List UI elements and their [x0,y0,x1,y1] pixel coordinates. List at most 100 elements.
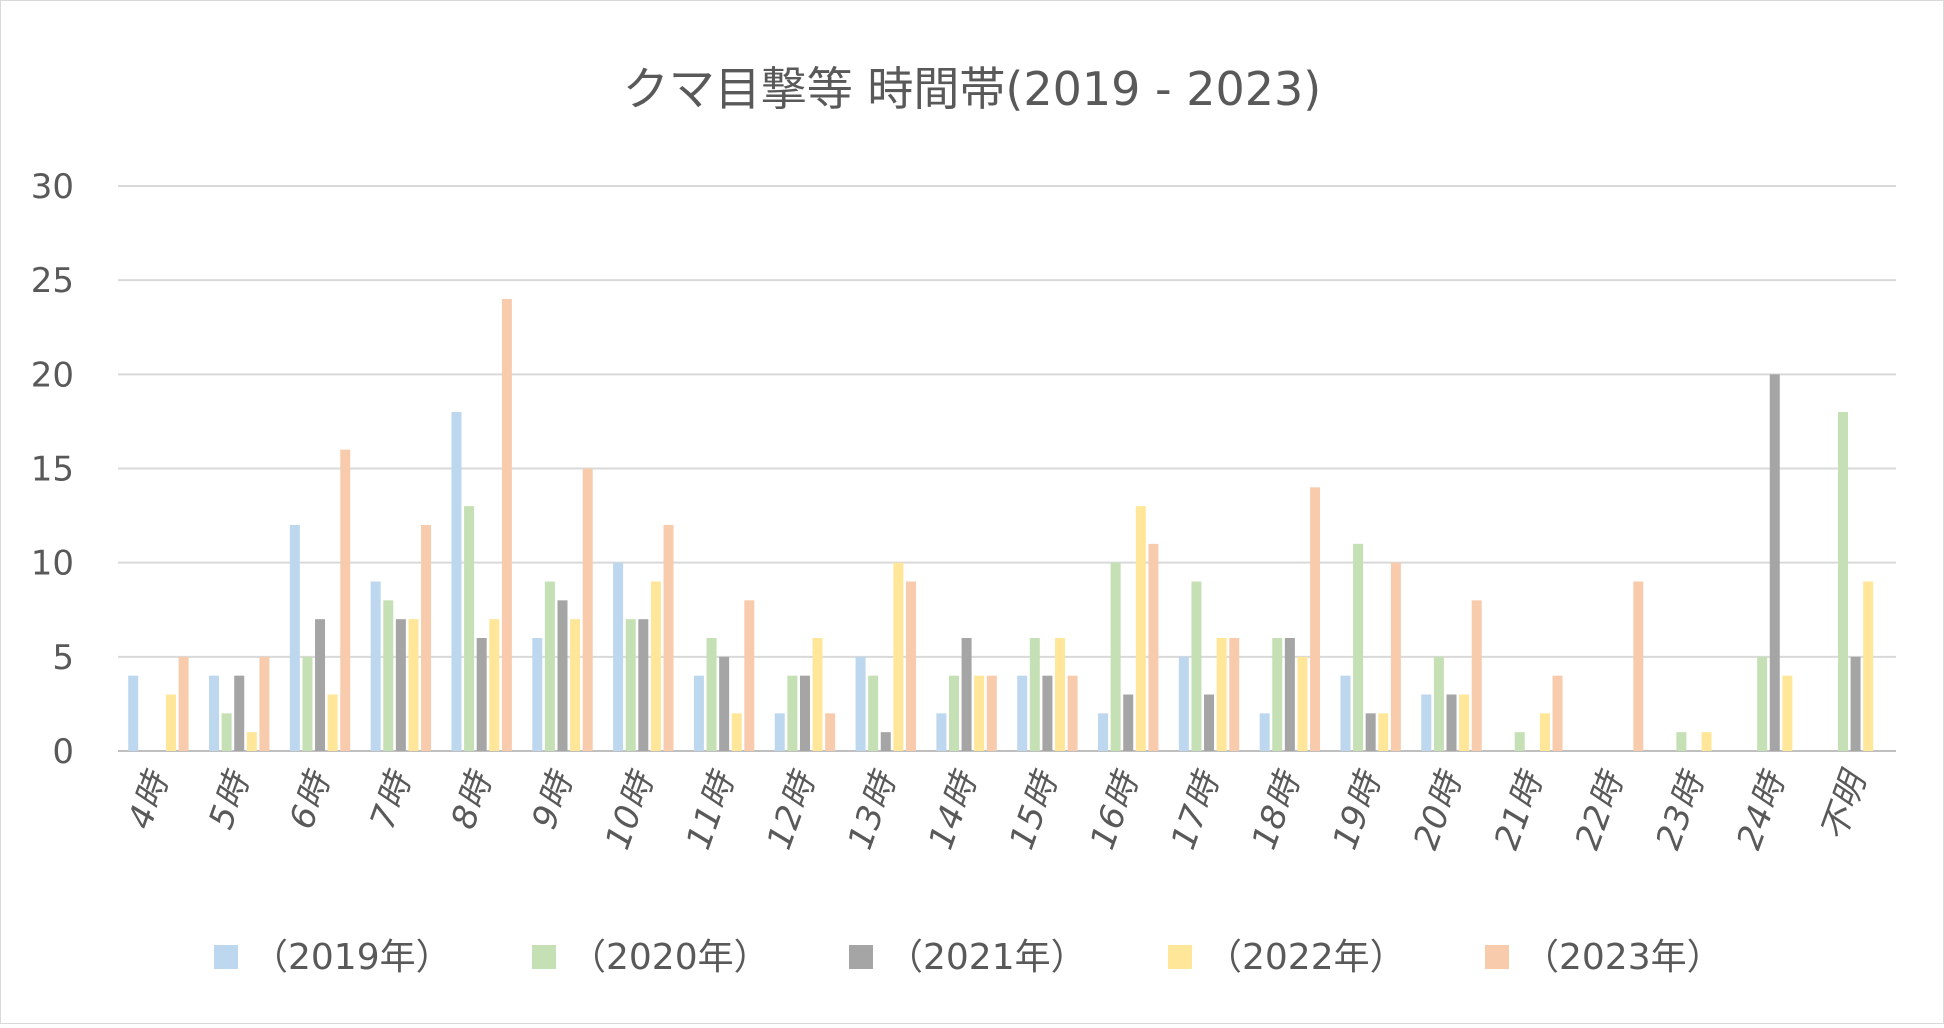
y-tick-label: 10 [31,544,74,584]
bar [128,675,139,751]
x-tick-label: 22時 [1568,765,1633,855]
bar [663,525,674,751]
x-tick-label: 12時 [759,765,824,855]
bar [613,562,624,751]
bar [1135,506,1146,751]
bar [246,732,257,751]
bar [1552,675,1563,751]
bar [825,713,836,751]
bar [774,713,785,751]
legend: （2019年） （2020年） （2021年） （2022年） （2023年） [214,937,1723,978]
bar [1204,694,1215,751]
x-tick-label: 13時 [840,765,905,855]
bar [501,299,512,751]
bar [787,675,798,751]
y-tick-label: 0 [52,732,74,772]
bar [868,675,879,751]
x-tick-label: 6時 [282,765,340,835]
bar [476,638,487,751]
bar [383,600,394,751]
x-tick-label: 21時 [1487,765,1552,855]
bar [1433,656,1444,751]
chart-title: クマ目撃等 時間帯(2019 - 2023) [623,62,1322,116]
bar [1055,638,1066,751]
bar [693,675,704,751]
bar [570,619,581,751]
bar [799,675,810,751]
bar [1459,694,1470,751]
bar [1390,562,1401,751]
bar [302,656,313,751]
bar [905,581,916,751]
bar [1353,543,1364,751]
bar [625,619,636,751]
bar [731,713,742,751]
legend-label: （2022年） [1206,937,1406,978]
x-tick-label: 15時 [1002,765,1067,855]
x-tick-label: 17時 [1163,765,1228,855]
bar [1042,675,1053,751]
x-axis: 4時 5時 6時 7時 8時 9時 10時 11時 12時 13時 14時 15時 16時 17時 18時 1… [120,764,1876,855]
bar [1539,713,1550,751]
legend-swatch [1485,945,1509,969]
x-tick-label: 9時 [524,765,582,835]
bars [128,299,1874,751]
legend-label: （2019年） [252,937,452,978]
bar [880,732,891,751]
bar [1110,562,1121,751]
bar [986,675,997,751]
bar [1365,713,1376,751]
bar [1229,638,1240,751]
bar [395,619,406,751]
bar [234,675,245,751]
bar [812,638,823,751]
bar [744,600,755,751]
x-tick-label: 11時 [679,765,744,855]
bar [178,656,189,751]
bar [451,412,462,751]
bar [893,562,904,751]
bar [421,525,432,751]
bar [948,675,959,751]
bar [166,694,177,751]
x-tick-label: 23時 [1648,765,1713,855]
bar [1863,581,1874,751]
bar [1310,487,1321,751]
y-tick-label: 20 [31,355,74,395]
x-tick-label: 24時 [1729,765,1794,855]
bar [1837,412,1848,751]
bar [1284,638,1295,751]
x-tick-label: 14時 [921,765,986,855]
bar [544,581,555,751]
bar [370,581,381,751]
bar [1123,694,1134,751]
x-tick-label: 10時 [598,765,663,855]
bar [1471,600,1482,751]
bar [582,468,593,751]
y-tick-label: 30 [31,167,74,207]
x-tick-label: 不明 [1813,764,1876,846]
bar [532,638,543,751]
bar [1633,581,1644,751]
bar [961,638,972,751]
bar [855,656,866,751]
x-tick-label: 20時 [1406,765,1471,855]
bar [327,694,338,751]
bar [340,449,351,751]
bar [706,638,717,751]
legend-swatch [214,945,238,969]
legend-label: （2021年） [887,937,1087,978]
y-axis: 0 5 10 15 20 25 30 [31,167,74,772]
bar [1067,675,1078,751]
legend-swatch [1168,945,1192,969]
bar [464,506,475,751]
bar [1676,732,1687,751]
legend-swatch [849,945,873,969]
y-tick-label: 15 [31,450,74,490]
bar [1514,732,1525,751]
bar [1378,713,1389,751]
bar [209,675,220,751]
bar [1421,694,1432,751]
